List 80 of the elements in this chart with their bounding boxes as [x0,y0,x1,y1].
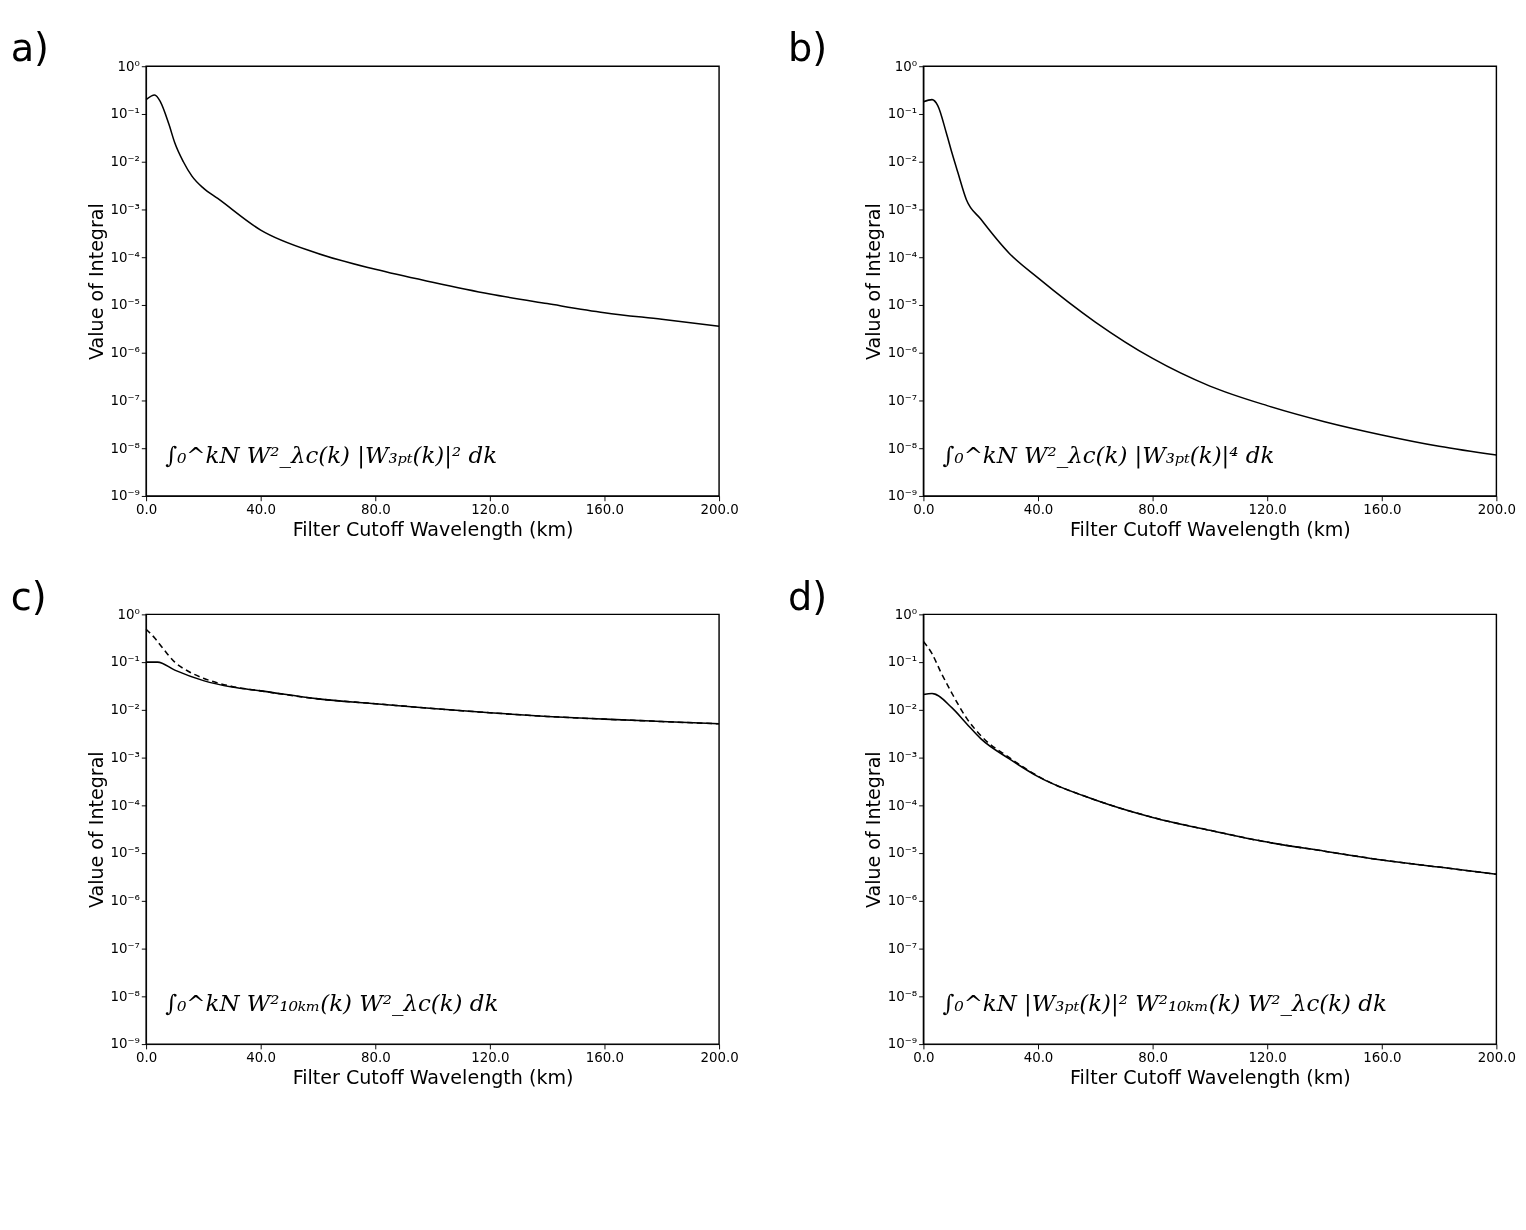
x-axis-title: Filter Cutoff Wavelength (km) [292,1065,574,1089]
y-tick-label: 10⁻⁹ [887,488,918,504]
y-tick-label: 10⁻⁸ [887,988,918,1004]
y-tick-label: 10⁻¹ [110,106,140,122]
y-tick-label: 10⁻⁸ [110,440,140,456]
y-axis-title: Value of Integral [84,203,108,360]
x-tick-label: 80.0 [1138,501,1168,517]
y-tick-label: 10⁻² [887,702,918,718]
x-axis-title: Filter Cutoff Wavelength (km) [1069,517,1351,541]
annotation: ∫₀^kN W²_λc(k) |W₃ₚₜ(k)|⁴ dk [942,441,1275,469]
y-tick-label: 10⁻⁸ [887,440,918,456]
y-axis-title: Value of Integral [862,203,886,360]
x-tick-label: 40.0 [1023,501,1054,517]
x-tick-label: 80.0 [360,1049,391,1065]
y-tick-label: 10⁻⁶ [110,893,140,909]
chart-title: c) [10,574,47,619]
x-tick-label: 0.0 [913,1049,935,1065]
x-tick-label: 160.0 [585,1049,625,1065]
y-tick-label: 10⁻³ [887,201,918,217]
x-tick-label: 0.0 [135,1049,158,1065]
y-axis-title: Value of Integral [862,751,886,909]
y-tick-label: 10⁻⁷ [887,940,918,956]
y-tick-label: 10⁻² [110,154,140,170]
y-tick-label: 10⁻⁵ [887,845,918,861]
y-tick-label: 10⁻⁶ [887,893,918,909]
y-tick-label: 10⁻³ [110,201,140,217]
x-tick-label: 80.0 [1138,1049,1168,1065]
y-tick-label: 10⁻³ [887,749,918,765]
y-tick-label: 10⁻³ [110,749,140,765]
x-tick-label: 0.0 [135,501,158,517]
y-tick-label: 10⁻⁴ [887,797,918,813]
y-tick-label: 10⁻⁴ [110,797,140,813]
y-tick-label: 10⁻² [110,702,140,718]
y-tick-label: 10⁻⁷ [110,940,140,956]
chart-title: d) [788,574,828,619]
x-tick-label: 200.0 [700,1049,739,1065]
x-tick-label: 0.0 [913,501,935,517]
y-tick-label: 10⁻⁵ [110,845,140,861]
x-tick-label: 120.0 [471,1049,510,1065]
annotation: ∫₀^kN W²₁₀ₖₘ(k) W²_λc(k) dk [165,989,499,1016]
y-tick-label: 10⁰ [894,58,918,74]
y-tick-label: 10⁻⁶ [110,345,140,361]
x-tick-label: 160.0 [1363,501,1402,517]
x-axis-title: Filter Cutoff Wavelength (km) [292,517,574,541]
y-tick-label: 10⁻⁹ [110,1036,140,1052]
chart-title: a) [10,26,49,71]
y-tick-label: 10⁻² [887,154,918,170]
y-tick-label: 10⁰ [117,58,140,74]
y-tick-label: 10⁻¹ [887,106,918,122]
annotation: ∫₀^kN W²_λc(k) |W₃ₚₜ(k)|² dk [165,441,498,469]
y-tick-label: 10⁻⁴ [110,249,140,265]
x-tick-label: 40.0 [246,1049,277,1065]
y-tick-label: 10⁻⁶ [887,345,918,361]
x-tick-label: 120.0 [471,501,510,517]
y-tick-label: 10⁻⁸ [110,988,140,1004]
y-tick-label: 10⁻¹ [110,654,140,670]
x-tick-label: 160.0 [585,501,625,517]
y-tick-label: 10⁻⁵ [887,297,918,313]
x-tick-label: 40.0 [1023,1049,1054,1065]
y-tick-label: 10⁰ [117,606,140,622]
y-tick-label: 10⁻⁷ [110,392,140,408]
x-tick-label: 200.0 [700,501,739,517]
x-tick-label: 40.0 [246,501,277,517]
x-tick-label: 200.0 [1477,1049,1516,1065]
y-tick-label: 10⁻⁵ [110,297,140,313]
y-tick-label: 10⁻¹ [887,654,918,670]
x-tick-label: 80.0 [360,501,391,517]
x-axis-title: Filter Cutoff Wavelength (km) [1069,1065,1351,1089]
y-tick-label: 10⁻⁴ [887,249,918,265]
y-tick-label: 10⁻⁹ [887,1036,918,1052]
x-tick-label: 120.0 [1248,1049,1287,1065]
x-tick-label: 120.0 [1248,501,1287,517]
y-tick-label: 10⁻⁷ [887,392,918,408]
y-tick-label: 10⁻⁹ [110,488,140,504]
annotation: ∫₀^kN |W₃ₚₜ(k)|² W²₁₀ₖₘ(k) W²_λc(k) dk [942,989,1387,1017]
chart-title: b) [788,26,828,71]
x-tick-label: 200.0 [1477,501,1516,517]
y-tick-label: 10⁰ [894,606,918,622]
x-tick-label: 160.0 [1363,1049,1402,1065]
y-axis-title: Value of Integral [84,751,108,909]
